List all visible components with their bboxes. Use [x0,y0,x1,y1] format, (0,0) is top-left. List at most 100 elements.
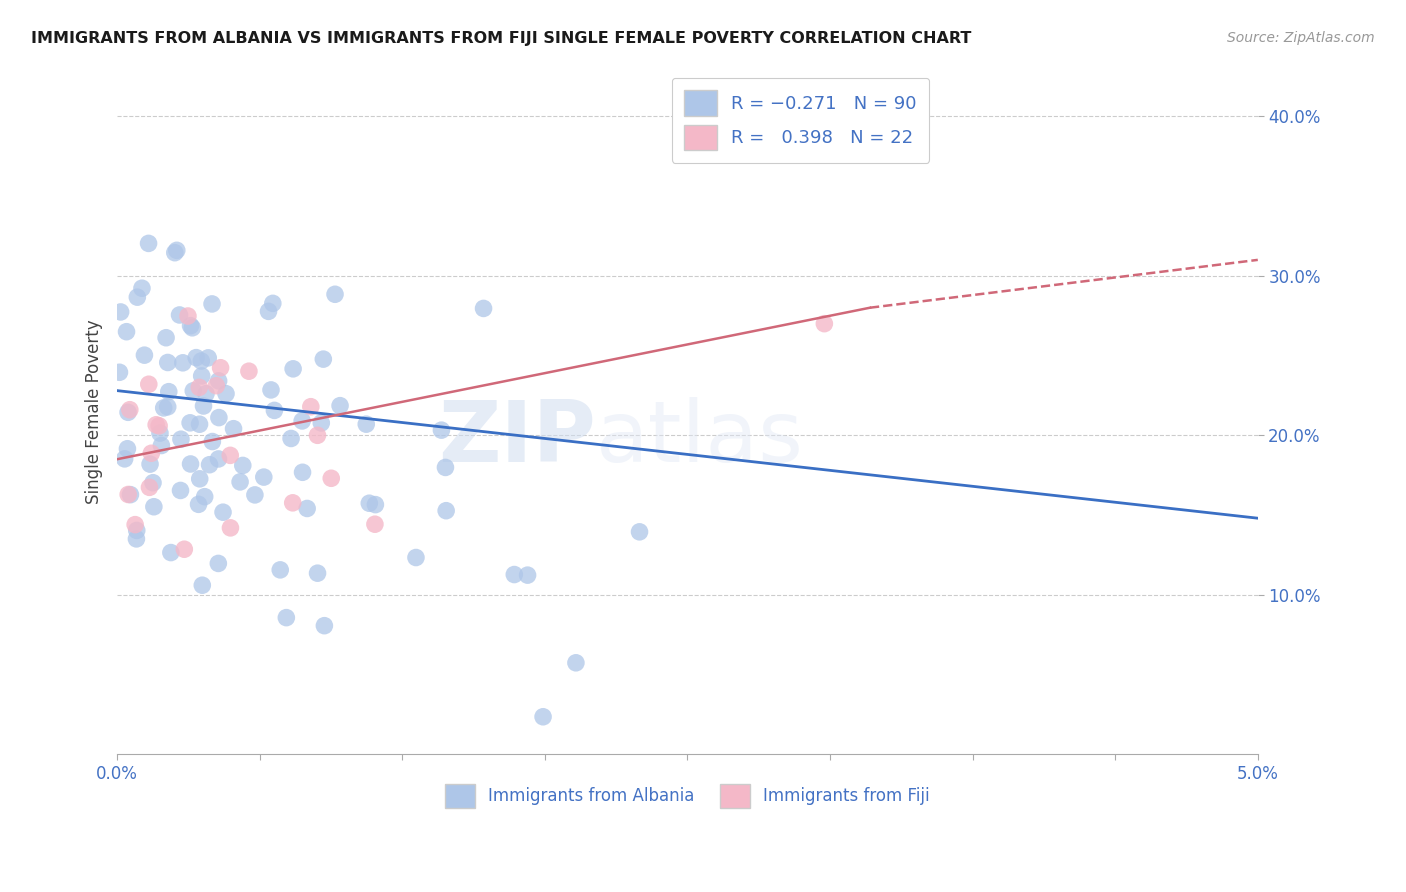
Point [145,417,167,432]
Point [152,401,174,415]
Text: ZIP: ZIP [439,397,596,480]
Point [125,532,148,546]
Point [307,566,329,581]
Point [215,386,238,401]
Point [188,380,211,394]
Point [195,386,218,401]
Point [170,432,193,446]
Point [139,457,162,471]
Point [405,550,427,565]
Point [190,368,212,383]
Point [114,451,136,466]
Point [238,364,260,378]
Point [198,458,221,472]
Point [314,618,336,632]
Text: Source: ZipAtlas.com: Source: ZipAtlas.com [1227,31,1375,45]
Point [243,488,266,502]
Point [201,297,224,311]
Point [291,414,314,428]
Point [364,498,387,512]
Point [110,305,132,319]
Point [177,309,200,323]
Point [329,399,352,413]
Point [194,490,217,504]
Point [813,317,835,331]
Point [208,410,231,425]
Point [364,517,387,532]
Point [118,402,141,417]
Legend: Immigrants from Albania, Immigrants from Fiji: Immigrants from Albania, Immigrants from… [439,778,936,814]
Point [207,557,229,571]
Point [503,567,526,582]
Point [232,458,254,473]
Point [172,356,194,370]
Point [280,432,302,446]
Point [173,542,195,557]
Point [188,417,211,432]
Point [157,384,180,399]
Text: IMMIGRANTS FROM ALBANIA VS IMMIGRANTS FROM FIJI SINGLE FEMALE POVERTY CORRELATIO: IMMIGRANTS FROM ALBANIA VS IMMIGRANTS FR… [31,31,972,46]
Y-axis label: Single Female Poverty: Single Female Poverty [86,319,103,504]
Point [179,416,201,430]
Point [169,308,191,322]
Point [181,320,204,334]
Point [187,497,209,511]
Point [628,524,651,539]
Point [219,521,242,535]
Point [163,245,186,260]
Point [131,281,153,295]
Point [299,400,322,414]
Point [354,417,377,432]
Point [188,472,211,486]
Point [209,360,232,375]
Text: atlas: atlas [596,397,804,480]
Point [565,656,588,670]
Point [276,610,298,624]
Point [430,423,453,437]
Point [138,480,160,494]
Point [148,418,170,433]
Point [269,563,291,577]
Point [127,290,149,304]
Point [222,422,245,436]
Point [117,487,139,501]
Point [166,244,188,258]
Point [138,377,160,392]
Point [263,403,285,417]
Point [142,500,165,514]
Point [124,517,146,532]
Point [191,578,214,592]
Point [262,296,284,310]
Point [359,496,381,510]
Point [312,352,335,367]
Point [142,475,165,490]
Point [120,488,142,502]
Point [257,304,280,318]
Point [311,416,333,430]
Point [207,452,229,467]
Point [295,501,318,516]
Point [307,428,329,442]
Point [150,438,173,452]
Point [149,426,172,441]
Point [193,399,215,413]
Point [138,236,160,251]
Point [281,496,304,510]
Point [291,465,314,479]
Point [155,331,177,345]
Point [169,483,191,498]
Point [229,475,252,489]
Point [117,442,139,456]
Point [156,355,179,369]
Point [186,351,208,365]
Point [181,384,204,398]
Point [434,460,457,475]
Point [108,365,131,379]
Point [207,374,229,388]
Point [253,470,276,484]
Point [180,318,202,333]
Point [141,446,163,460]
Point [115,325,138,339]
Point [190,354,212,368]
Point [205,378,228,392]
